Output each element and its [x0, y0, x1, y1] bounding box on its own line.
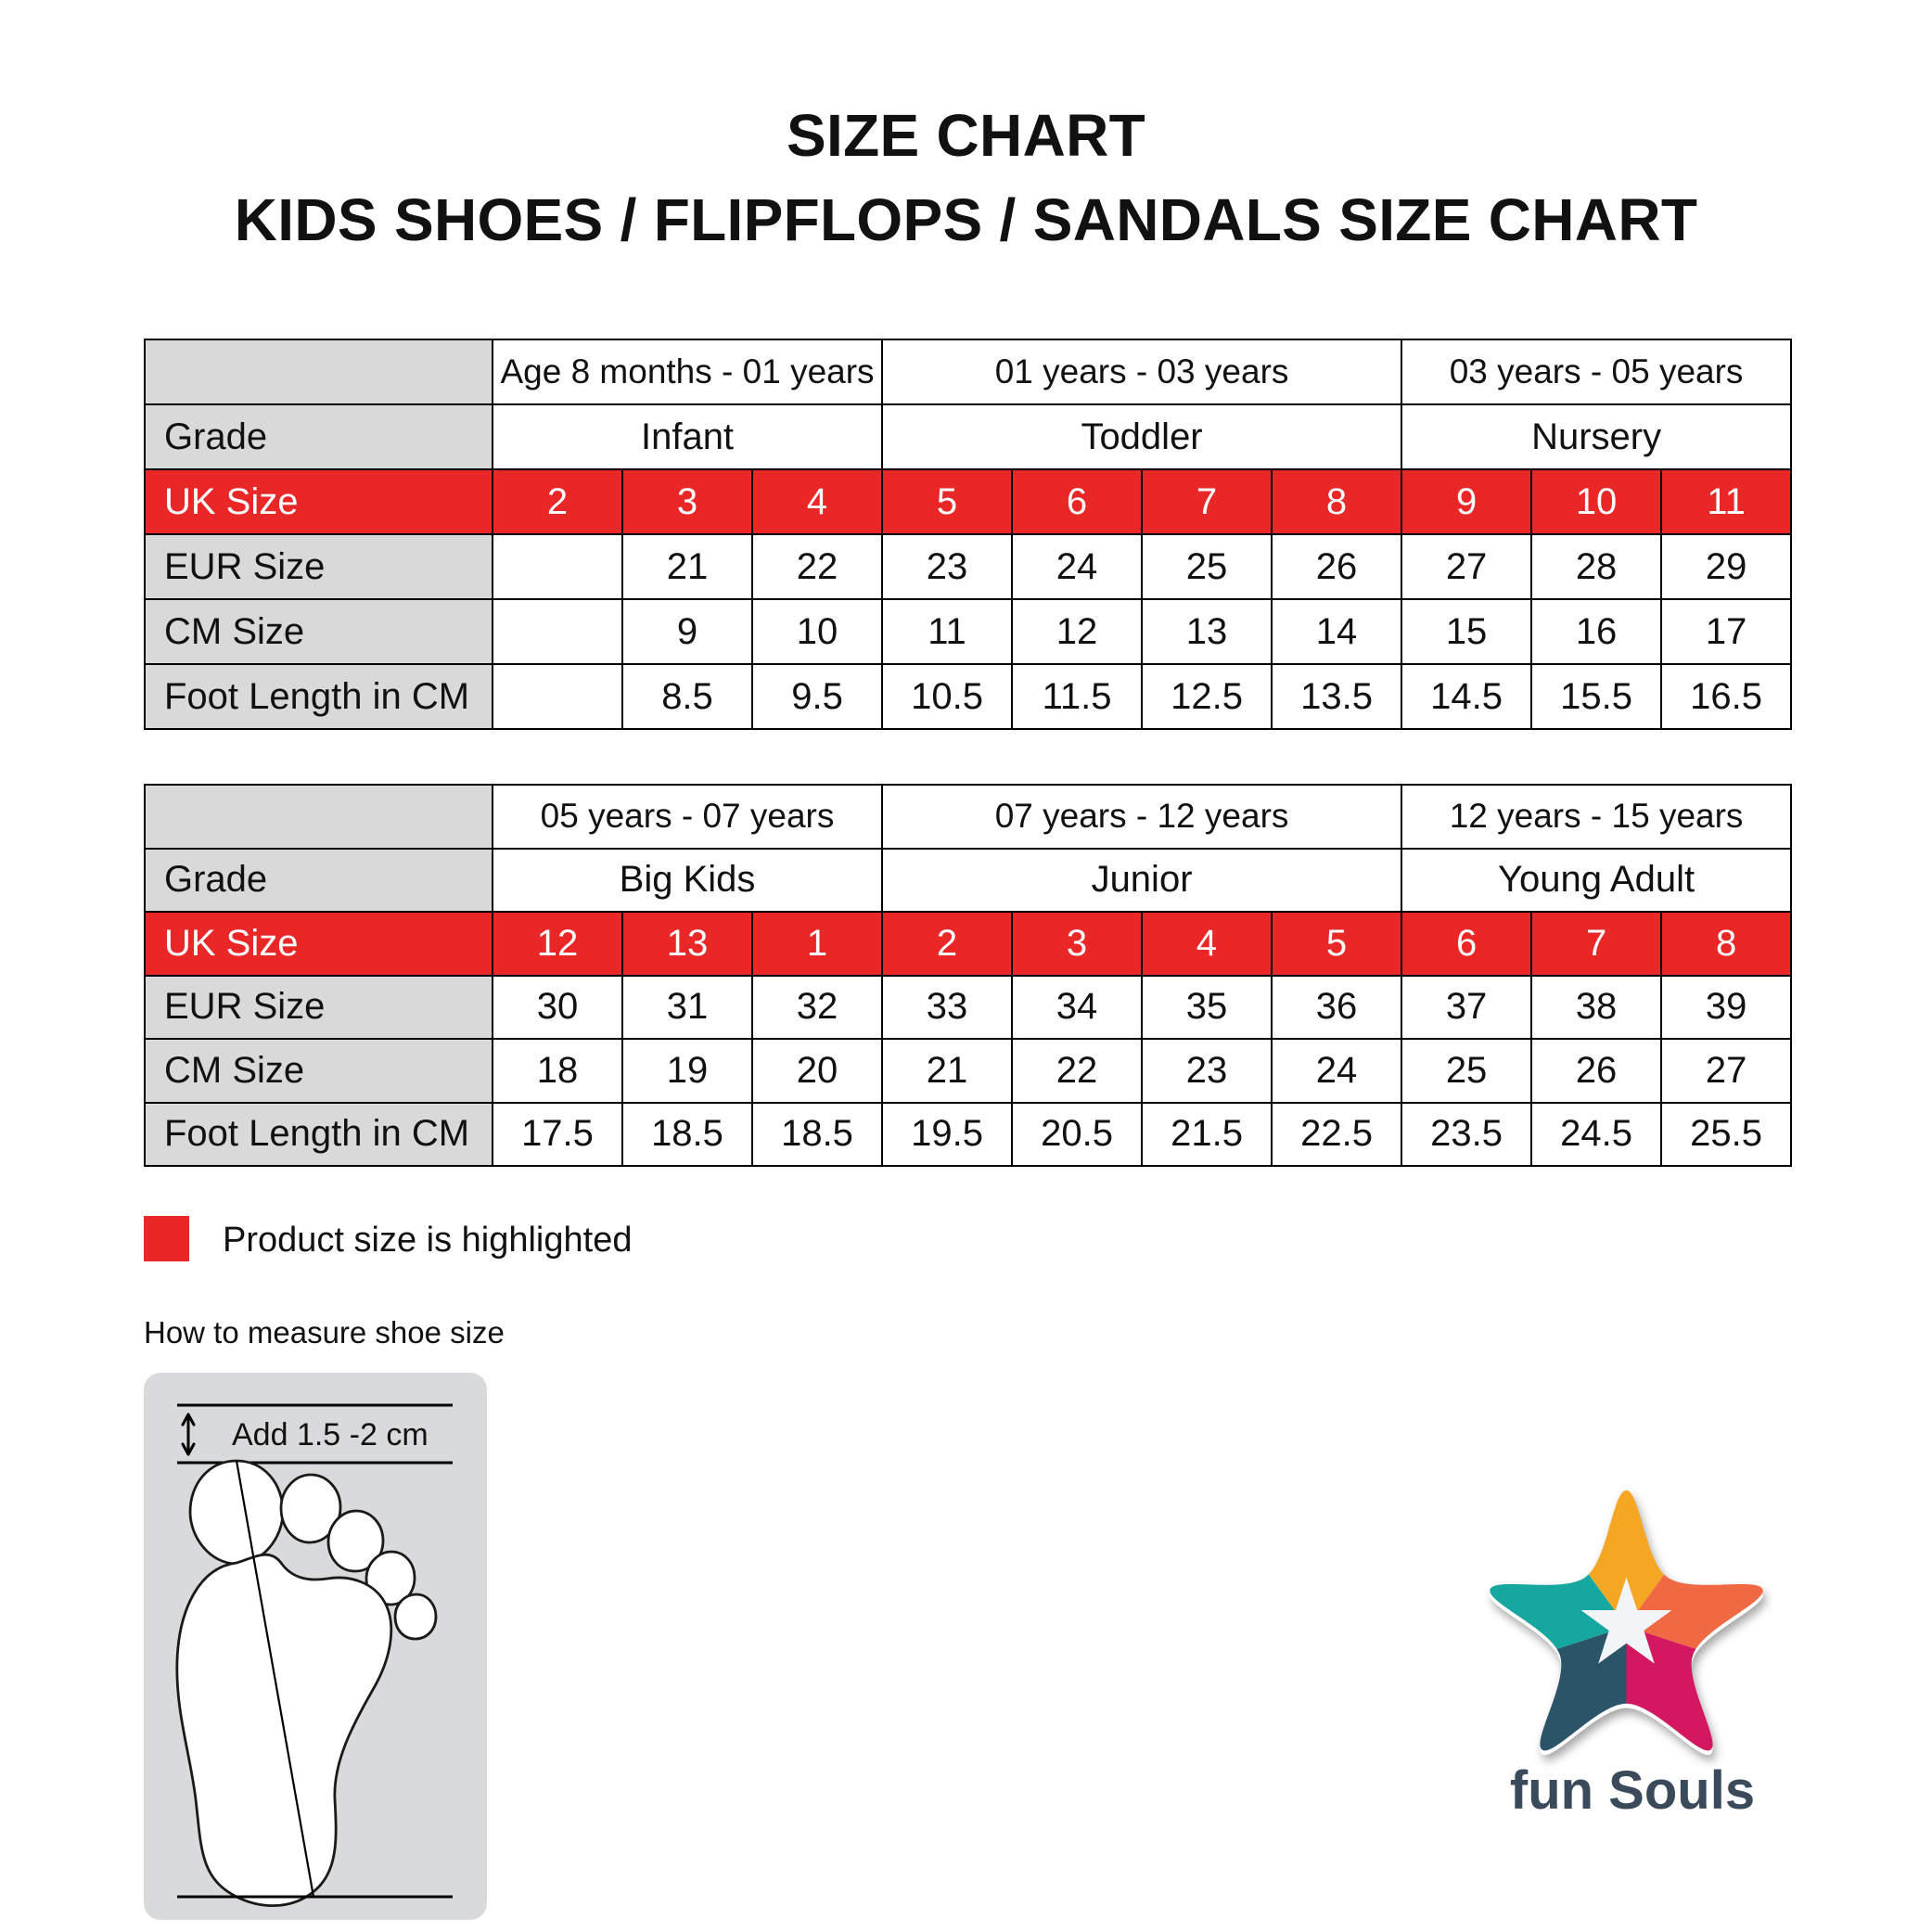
svg-text:Add 1.5 -2 cm: Add 1.5 -2 cm — [232, 1417, 429, 1452]
